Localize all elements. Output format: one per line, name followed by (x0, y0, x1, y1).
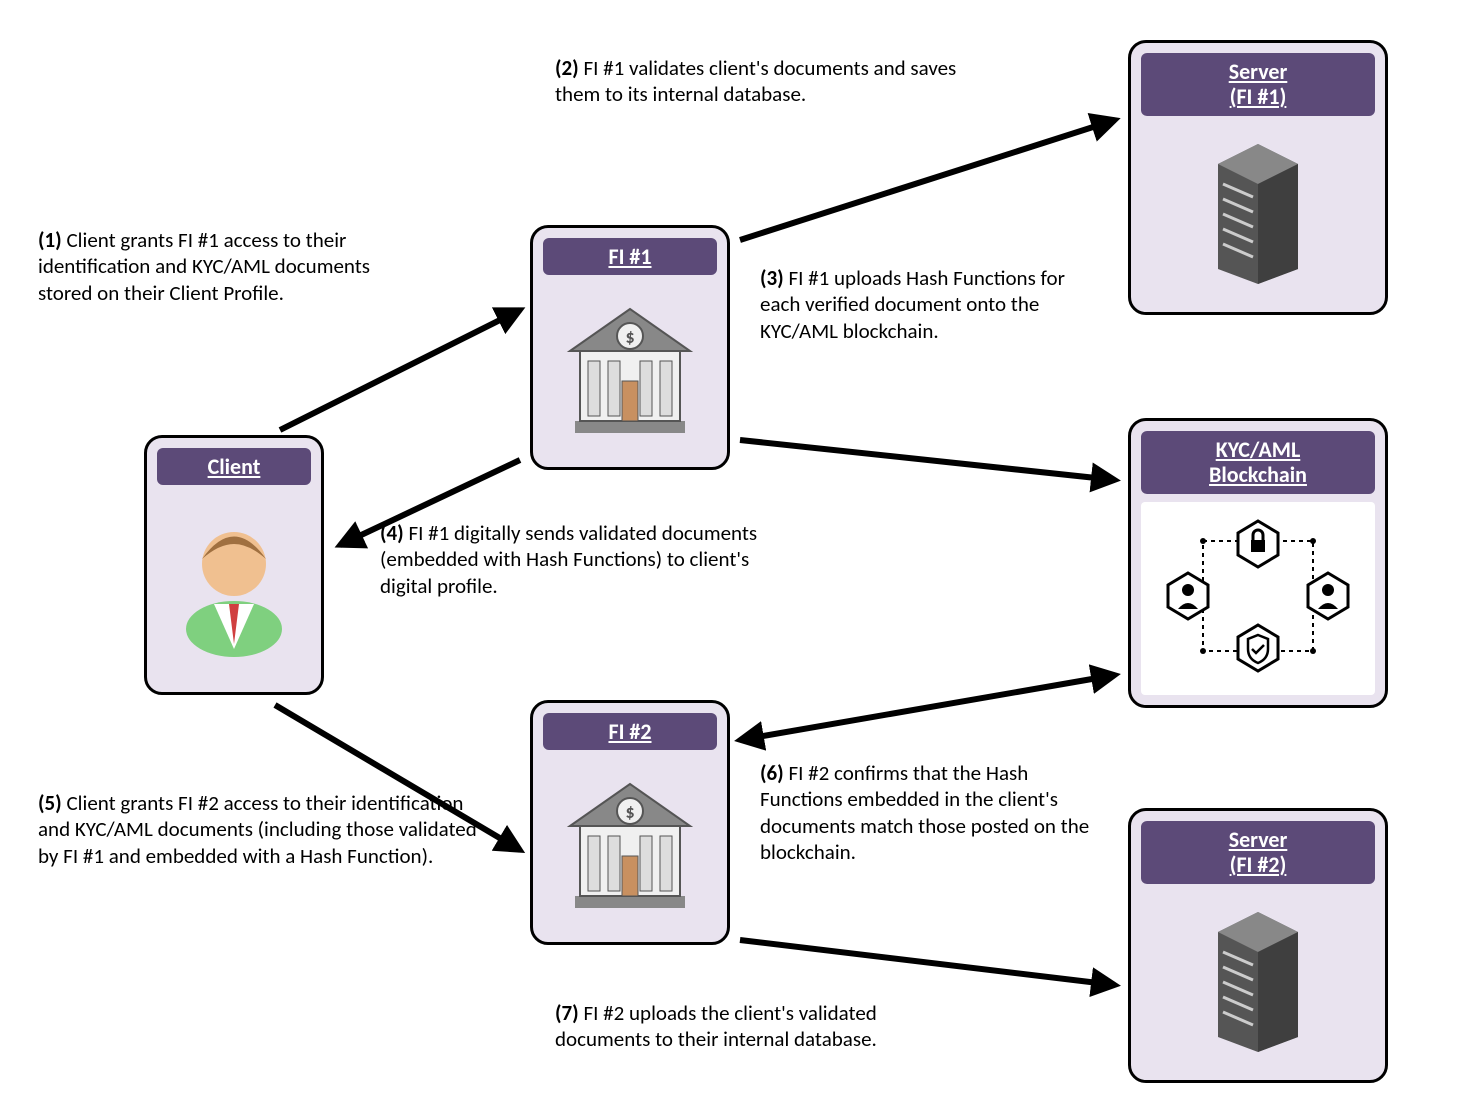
node-server1-header: Server (FI #1) (1141, 53, 1375, 116)
edge-6 (740, 675, 1115, 740)
edge-1 (280, 310, 520, 430)
node-client: Client (144, 435, 324, 695)
edge-2 (740, 120, 1115, 240)
node-server1: Server (FI #1) (1128, 40, 1388, 315)
step-3-text: FI #1 uploads Hash Functions for each ve… (760, 265, 1065, 344)
step-5: (5) Client grants FI #2 access to their … (38, 790, 498, 869)
blockchain-icon (1141, 502, 1375, 695)
step-7: (7) FI #2 uploads the client's validated… (555, 1000, 935, 1053)
step-4-num: (4) (380, 520, 404, 546)
node-fi1-header: FI #1 (543, 238, 717, 275)
step-7-text: FI #2 uploads the client's validated doc… (555, 1000, 877, 1052)
edge-3 (740, 440, 1115, 480)
edge-7 (740, 940, 1115, 985)
diagram-canvas: Client FI #1 $ (0, 0, 1462, 1112)
step-6-text: FI #2 confirms that the Hash Functions e… (760, 760, 1089, 865)
node-server2-header: Server (FI #2) (1141, 821, 1375, 884)
svg-text:$: $ (625, 326, 634, 348)
step-2-num: (2) (555, 55, 579, 81)
step-1-num: (1) (38, 227, 62, 253)
step-6: (6) FI #2 confirms that the Hash Functio… (760, 760, 1090, 865)
step-1: (1) Client grants FI #1 access to their … (38, 227, 418, 306)
person-icon (157, 485, 311, 682)
step-3: (3) FI #1 uploads Hash Functions for eac… (760, 265, 1080, 344)
node-fi2-header: FI #2 (543, 713, 717, 750)
node-blockchain: KYC/AML Blockchain (1128, 418, 1388, 708)
bank-icon: $ (543, 275, 717, 457)
step-3-num: (3) (760, 265, 784, 291)
server-icon (1141, 884, 1375, 1070)
step-2: (2) FI #1 validates client's documents a… (555, 55, 975, 108)
step-1-text: Client grants FI #1 access to their iden… (38, 227, 370, 306)
step-4: (4) FI #1 digitally sends validated docu… (380, 520, 800, 599)
node-client-header: Client (157, 448, 311, 485)
server-icon (1141, 116, 1375, 302)
node-blockchain-header: KYC/AML Blockchain (1141, 431, 1375, 494)
node-server2: Server (FI #2) (1128, 808, 1388, 1083)
node-fi1: FI #1 $ (530, 225, 730, 470)
bank-icon: $ (543, 750, 717, 932)
svg-text:$: $ (625, 801, 634, 823)
step-4-text: FI #1 digitally sends validated document… (380, 520, 757, 599)
step-6-num: (6) (760, 760, 784, 786)
step-2-text: FI #1 validates client's documents and s… (555, 55, 956, 107)
step-7-num: (7) (555, 1000, 579, 1026)
step-5-num: (5) (38, 790, 62, 816)
node-fi2: FI #2 $ (530, 700, 730, 945)
step-5-text: Client grants FI #2 access to their iden… (38, 790, 477, 869)
